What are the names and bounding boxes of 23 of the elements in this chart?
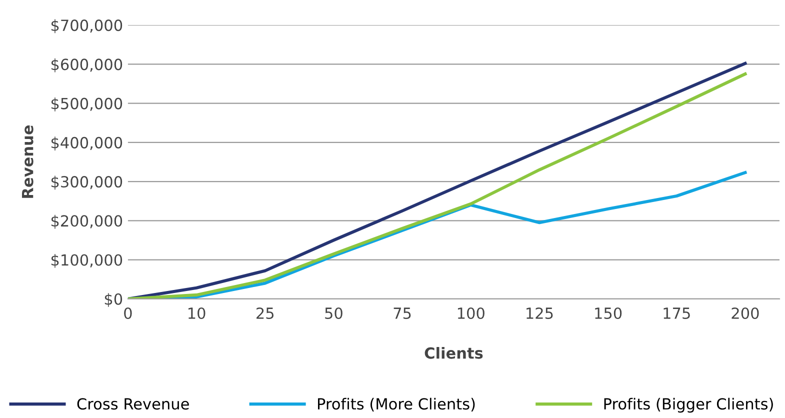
legend-label: Cross Revenue bbox=[77, 398, 189, 410]
y-tick-label: $100,000 bbox=[51, 254, 122, 268]
y-tick-label: $500,000 bbox=[51, 98, 122, 112]
x-tick-label: 100 bbox=[458, 307, 484, 320]
x-tick-label: 0 bbox=[124, 307, 132, 320]
y-tick-label: $200,000 bbox=[51, 214, 122, 229]
x-tick-label: 150 bbox=[595, 307, 622, 320]
x-tick-label: 75 bbox=[394, 308, 411, 320]
x-tick-label: 25 bbox=[256, 307, 274, 320]
x-tick-label: 50 bbox=[325, 307, 342, 320]
x-tick-label: 200 bbox=[732, 307, 759, 320]
y-axis-title: Revenue bbox=[22, 125, 34, 198]
x-axis-title: Clients bbox=[424, 346, 483, 359]
y-tick-label: $600,000 bbox=[51, 58, 122, 72]
y-tick-label: $400,000 bbox=[51, 136, 122, 150]
y-tick-label: $700,000 bbox=[51, 19, 122, 34]
y-tick-label: $300,000 bbox=[51, 176, 122, 190]
x-tick-label: 175 bbox=[664, 308, 690, 320]
legend-label: Profits (Bigger Clients) bbox=[604, 398, 773, 413]
x-tick-label: 10 bbox=[188, 307, 206, 320]
x-tick-label: 125 bbox=[526, 307, 553, 320]
y-tick-label: $0 bbox=[104, 293, 122, 307]
legend-label: Profits (More Clients) bbox=[318, 398, 475, 412]
